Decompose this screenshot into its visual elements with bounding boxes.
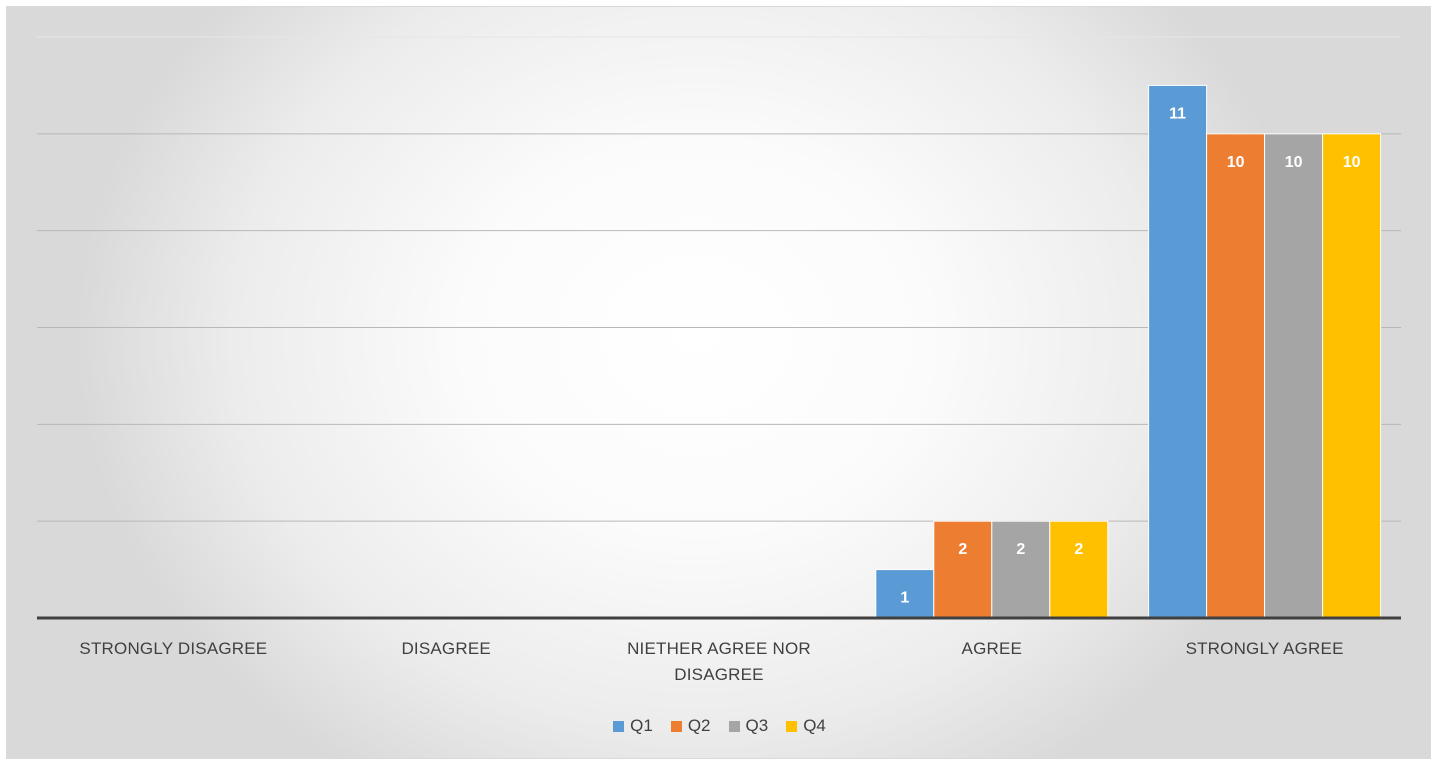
category-label: DISAGREE [316, 636, 576, 662]
category-label-line: NIETHER AGREE NOR [627, 639, 811, 658]
data-label: 10 [1227, 154, 1245, 171]
legend-swatch [786, 720, 798, 732]
category-label-line: DISAGREE [674, 665, 764, 684]
data-label: 10 [1285, 154, 1303, 171]
legend-swatch [613, 720, 625, 732]
bar-q3-4 [1264, 133, 1324, 619]
data-label: 10 [1343, 154, 1361, 171]
bar-q2-3 [933, 520, 993, 619]
legend: Q1 Q2 Q3 Q4 [0, 716, 1439, 736]
category-label-line: DISAGREE [401, 639, 491, 658]
legend-item-q4: Q4 [786, 716, 826, 736]
data-label: 2 [958, 541, 967, 558]
data-label: 2 [1016, 541, 1025, 558]
category-label: STRONGLY DISAGREE [43, 636, 303, 662]
category-label: NIETHER AGREE NOR DISAGREE [589, 636, 849, 688]
bar-q4-4 [1322, 133, 1382, 619]
category-label-line: STRONGLY AGREE [1185, 639, 1344, 658]
data-label: 1 [900, 590, 909, 607]
legend-label: Q4 [803, 716, 826, 735]
bar-q3-3 [991, 520, 1051, 619]
legend-item-q2: Q2 [670, 716, 711, 736]
bar-q1-4 [1148, 84, 1208, 619]
category-label-line: AGREE [961, 639, 1023, 658]
bar-q4-3 [1049, 520, 1109, 619]
bars [875, 84, 1382, 619]
legend-label: Q1 [630, 716, 653, 735]
data-label: 2 [1074, 541, 1083, 558]
category-label-line: STRONGLY DISAGREE [79, 639, 268, 658]
category-label: STRONGLY AGREE [1135, 636, 1395, 662]
legend-item-q3: Q3 [728, 716, 769, 736]
legend-item-q1: Q1 [613, 716, 653, 736]
data-labels: 1 2 2 2 11 10 10 10 [900, 105, 1360, 606]
bar-q2-4 [1206, 133, 1266, 619]
data-label: 11 [1169, 105, 1186, 122]
category-label: AGREE [862, 636, 1122, 662]
legend-swatch [728, 720, 740, 732]
legend-label: Q2 [687, 716, 711, 735]
legend-swatch [670, 720, 682, 732]
legend-label: Q3 [745, 716, 769, 735]
